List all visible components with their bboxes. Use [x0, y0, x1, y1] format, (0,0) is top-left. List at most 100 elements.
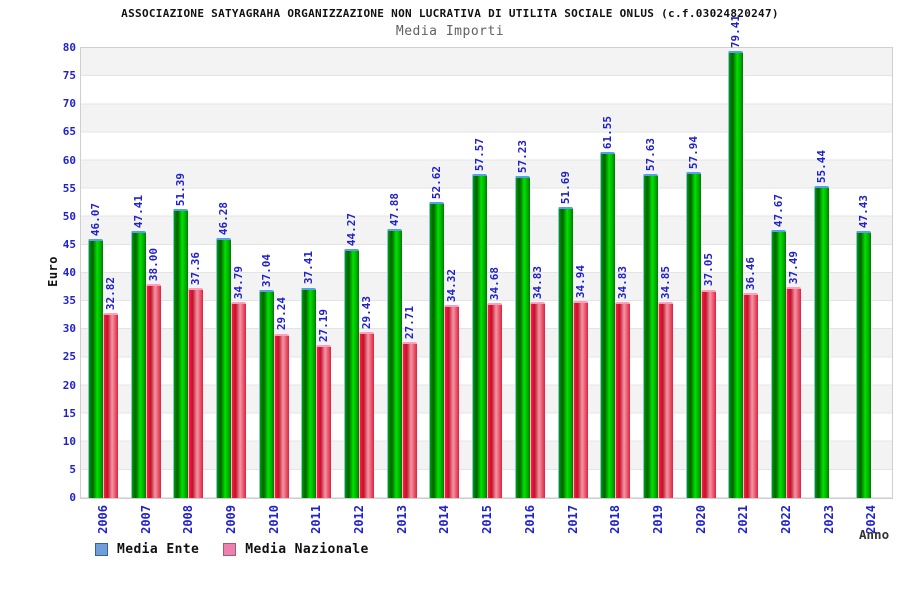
value-label-media-ente-2009: 46.28	[217, 201, 231, 235]
bar-media-nazionale-2020[interactable]	[700, 289, 716, 498]
bar-media-ente-2011[interactable]	[301, 287, 317, 498]
value-label-media-nazionale-2010: 29.24	[274, 297, 288, 331]
y-tick-label-40: 40	[62, 266, 76, 279]
bar-media-ente-2010[interactable]	[258, 289, 274, 498]
value-label-media-ente-2007: 47.41	[131, 195, 145, 229]
legend-swatch-icon	[95, 543, 108, 556]
bar-media-nazionale-2006[interactable]	[103, 313, 118, 498]
x-tick-label-2020: 2020	[693, 505, 708, 534]
x-tick-label-2023: 2023	[821, 505, 836, 534]
y-tick-label-25: 25	[62, 350, 76, 364]
bar-media-nazionale-2015[interactable]	[487, 302, 503, 498]
bar-media-ente-2023[interactable]	[813, 186, 829, 498]
bar-media-nazionale-2018[interactable]	[615, 302, 631, 498]
legend-label: Media Ente	[117, 542, 200, 557]
x-tick-label-2007: 2007	[138, 505, 153, 534]
y-tick-label-5: 5	[69, 462, 76, 476]
x-tick-label-2024: 2024	[864, 505, 879, 534]
bars-layer: 46.07 32.82 47.41 38.00 51.39 37.36 46.28 34.79…	[81, 15, 892, 498]
y-tick-label-55: 55	[62, 181, 76, 195]
value-label-media-nazionale-2007: 38.00	[146, 248, 160, 282]
x-tick-label-2019: 2019	[650, 505, 665, 534]
bar-media-nazionale-2008[interactable]	[188, 287, 204, 498]
value-label-media-ente-2017: 51.69	[558, 171, 572, 205]
bar-media-ente-2012[interactable]	[344, 248, 360, 498]
x-tick-label-2016: 2016	[522, 505, 537, 534]
bar-media-nazionale-2009[interactable]	[231, 302, 247, 498]
bar-media-nazionale-2017[interactable]	[572, 301, 588, 498]
bar-media-nazionale-2012[interactable]	[359, 332, 375, 498]
bar-media-nazionale-2016[interactable]	[529, 302, 545, 498]
bar-media-nazionale-2011[interactable]	[316, 345, 332, 498]
bar-media-nazionale-2021[interactable]	[743, 292, 759, 498]
x-tick-label-2009: 2009	[224, 505, 239, 534]
bar-media-ente-2019[interactable]	[642, 173, 658, 498]
value-label-media-nazionale-2006: 32.82	[104, 277, 117, 311]
y-tick-label-30: 30	[62, 322, 76, 336]
x-tick-label-2014: 2014	[437, 505, 452, 534]
bar-media-ente-2016[interactable]	[514, 176, 530, 498]
bar-media-ente-2006[interactable]	[88, 238, 103, 498]
bar-media-ente-2017[interactable]	[557, 207, 573, 498]
x-tick-label-2017: 2017	[565, 505, 580, 534]
value-label-media-ente-2024: 47.43	[857, 195, 871, 229]
value-label-media-nazionale-2011: 27.19	[317, 308, 331, 343]
x-tick-label-2013: 2013	[394, 505, 409, 534]
y-tick-label-10: 10	[62, 434, 76, 448]
y-tick-label-80: 80	[62, 41, 76, 54]
bar-media-ente-2009[interactable]	[216, 237, 232, 498]
y-tick-label-15: 15	[62, 406, 76, 420]
bar-media-ente-2024[interactable]	[856, 231, 872, 498]
value-label-media-ente-2015: 57.57	[473, 138, 487, 172]
value-label-media-nazionale-2021: 36.46	[744, 256, 758, 290]
bar-media-nazionale-2019[interactable]	[657, 301, 673, 498]
bar-media-nazionale-2013[interactable]	[401, 342, 417, 498]
value-label-media-nazionale-2018: 34.83	[616, 265, 630, 300]
y-tick-label-0: 0	[69, 491, 76, 504]
x-tick-label-2008: 2008	[181, 505, 196, 534]
bar-media-ente-2021[interactable]	[728, 51, 744, 498]
y-tick-label-70: 70	[62, 97, 76, 111]
value-label-media-ente-2012: 44.27	[345, 212, 359, 246]
x-tick-label-2006: 2006	[96, 505, 110, 534]
bar-media-ente-2015[interactable]	[472, 174, 488, 498]
chart-subtitle: Media Importi	[395, 24, 505, 39]
value-label-media-nazionale-2013: 27.71	[402, 306, 416, 340]
x-tick-label-2021: 2021	[736, 505, 751, 534]
value-label-media-ente-2013: 47.88	[387, 192, 401, 226]
y-tick-label-75: 75	[62, 69, 76, 83]
bar-media-ente-2008[interactable]	[173, 208, 189, 498]
value-label-media-nazionale-2009: 34.79	[232, 266, 246, 300]
value-label-media-ente-2011: 37.41	[302, 251, 316, 285]
y-tick-label-50: 50	[62, 209, 76, 223]
bar-media-nazionale-2014[interactable]	[444, 304, 460, 498]
value-label-media-ente-2014: 52.62	[430, 165, 444, 200]
value-label-media-nazionale-2022: 37.49	[786, 251, 800, 285]
legend: Media Ente Media Nazionale	[95, 542, 393, 557]
value-label-media-nazionale-2020: 37.05	[701, 253, 715, 287]
legend-item-media-ente[interactable]: Media Ente	[95, 542, 199, 557]
bar-media-nazionale-2010[interactable]	[273, 333, 289, 498]
y-tick-label-45: 45	[62, 237, 76, 251]
bar-media-ente-2014[interactable]	[429, 202, 445, 498]
bar-media-nazionale-2022[interactable]	[785, 287, 801, 498]
bar-media-nazionale-2007[interactable]	[145, 284, 161, 498]
x-axis-title: Anno	[859, 527, 890, 542]
bar-media-ente-2007[interactable]	[130, 231, 146, 498]
value-label-media-ente-2023: 55.44	[814, 150, 828, 184]
value-label-media-ente-2019: 57.63	[643, 137, 657, 171]
bar-media-ente-2018[interactable]	[600, 151, 616, 498]
legend-item-media-nazionale[interactable]: Media Nazionale	[223, 542, 368, 557]
value-label-media-ente-2018: 61.55	[601, 115, 615, 149]
value-label-media-nazionale-2012: 29.43	[360, 296, 374, 330]
y-tick-label-20: 20	[62, 378, 76, 392]
legend-swatch-icon	[223, 543, 237, 556]
x-tick-label-2010: 2010	[266, 505, 281, 534]
bar-media-ente-2020[interactable]	[685, 172, 701, 498]
bar-media-ente-2022[interactable]	[770, 229, 786, 498]
value-label-media-ente-2006: 46.07	[89, 202, 102, 236]
x-tick-label-2012: 2012	[352, 505, 367, 534]
bar-media-ente-2013[interactable]	[386, 228, 402, 498]
legend-label: Media Nazionale	[245, 542, 369, 557]
